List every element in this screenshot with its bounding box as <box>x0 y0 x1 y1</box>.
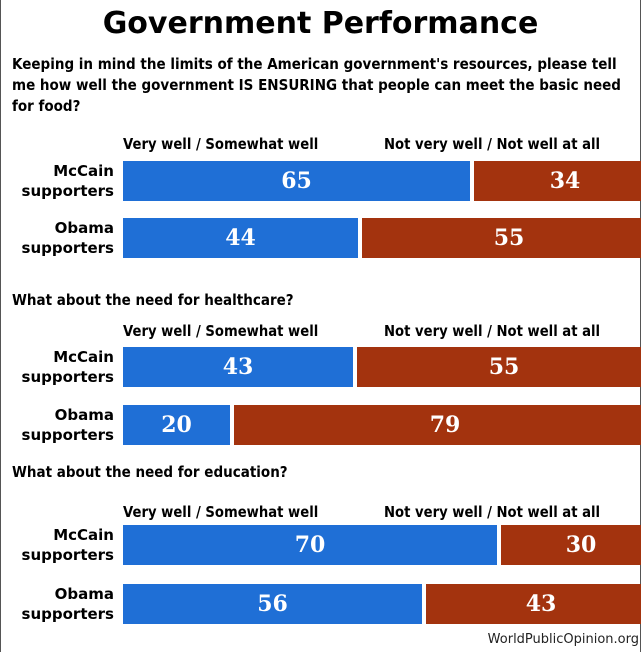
bar-positive-obama-food: 44 <box>123 218 358 258</box>
legend-negative-healthcare: Not very well / Not well at all <box>384 322 601 340</box>
legend-positive-food: Very well / Somewhat well <box>123 135 319 153</box>
bar-negative-mccain-education: 30 <box>501 525 641 565</box>
bar-positive-obama-healthcare: 20 <box>123 405 230 445</box>
chart-title: Government Performance <box>102 6 539 41</box>
question-education: What about the need for education? <box>12 463 288 481</box>
bar-negative-mccain-healthcare: 55 <box>357 347 641 387</box>
bar-positive-obama-education: 56 <box>123 584 422 624</box>
legend-positive-healthcare: Very well / Somewhat well <box>123 322 319 340</box>
source-credit: WorldPublicOpinion.org <box>487 632 639 647</box>
row-label-mccain-education: McCain supporters <box>21 526 114 564</box>
legend-positive-education: Very well / Somewhat well <box>123 503 319 521</box>
row-label-obama-healthcare: Obama supporters <box>21 406 114 444</box>
bar-negative-obama-food: 55 <box>362 218 641 258</box>
bar-positive-mccain-education: 70 <box>123 525 497 565</box>
row-label-obama-education: Obama supporters <box>21 585 114 623</box>
bar-negative-mccain-food: 34 <box>474 161 641 201</box>
bar-negative-obama-education: 43 <box>426 584 641 624</box>
legend-negative-education: Not very well / Not well at all <box>384 503 601 521</box>
bar-positive-mccain-healthcare: 43 <box>123 347 353 387</box>
row-label-obama-food: Obama supporters <box>21 219 114 257</box>
bar-negative-obama-healthcare: 79 <box>234 405 641 445</box>
question-healthcare: What about the need for healthcare? <box>12 291 294 309</box>
row-label-mccain-healthcare: McCain supporters <box>21 348 114 386</box>
legend-negative-food: Not very well / Not well at all <box>384 135 601 153</box>
question-food: Keeping in mind the limits of the Americ… <box>12 55 621 115</box>
row-label-mccain-food: McCain supporters <box>21 162 114 200</box>
bar-positive-mccain-food: 65 <box>123 161 470 201</box>
